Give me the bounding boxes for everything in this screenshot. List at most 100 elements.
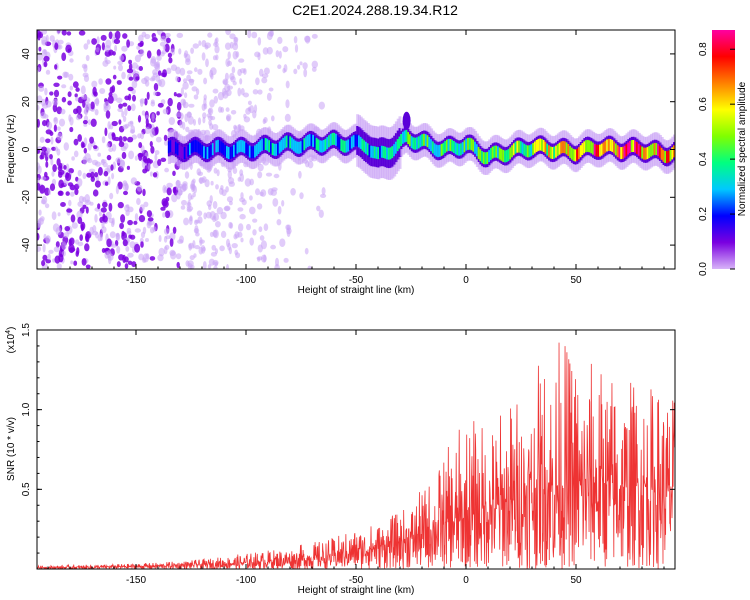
ridge-core bbox=[403, 130, 407, 143]
ridge-core bbox=[199, 143, 203, 156]
x-tick-label: 50 bbox=[570, 575, 582, 586]
noise-blob bbox=[104, 56, 108, 62]
ridge-core bbox=[196, 140, 200, 153]
ridge-core bbox=[488, 150, 492, 163]
spectrogram-x-axis-label: Height of straight line (km) bbox=[298, 285, 415, 295]
noise-blob bbox=[237, 231, 243, 238]
ridge-core bbox=[345, 140, 349, 153]
noise-blob bbox=[87, 119, 91, 126]
noise-blob bbox=[257, 171, 263, 179]
noise-blob bbox=[128, 150, 135, 160]
ridge-core bbox=[326, 137, 330, 150]
noise-blob bbox=[42, 243, 46, 253]
x-tick-label: 0 bbox=[463, 575, 469, 586]
ridge-core bbox=[512, 143, 516, 156]
noise-blob bbox=[226, 115, 231, 121]
noise-blob bbox=[228, 181, 235, 187]
noise-blob bbox=[137, 152, 144, 158]
ridge-core bbox=[250, 146, 254, 159]
noise-blob bbox=[224, 205, 231, 211]
ridge-core bbox=[238, 140, 242, 153]
snr-x-axis-label: Height of straight line (km) bbox=[298, 585, 415, 596]
ridge-core bbox=[400, 134, 404, 146]
noise-blob bbox=[37, 52, 44, 61]
noise-blob bbox=[152, 172, 158, 178]
noise-blob bbox=[152, 69, 158, 76]
noise-blob bbox=[169, 238, 174, 247]
noise-blob bbox=[147, 162, 151, 171]
noise-blob bbox=[273, 173, 280, 179]
ridge-core bbox=[433, 143, 437, 156]
noise-blob bbox=[268, 87, 274, 92]
noise-blob bbox=[198, 246, 204, 255]
ridge-core bbox=[454, 142, 458, 155]
noise-blob bbox=[263, 223, 269, 231]
ridge-core bbox=[394, 141, 398, 154]
noise-blob bbox=[162, 184, 167, 194]
noise-blob bbox=[42, 120, 47, 127]
noise-blob bbox=[93, 91, 98, 97]
ridge-core bbox=[651, 143, 655, 156]
noise-blob bbox=[195, 219, 200, 224]
noise-blob bbox=[43, 61, 48, 68]
ridge-core bbox=[562, 141, 566, 153]
noise-blob bbox=[192, 43, 199, 49]
ridge-core bbox=[636, 142, 640, 154]
noise-blob bbox=[134, 213, 139, 222]
noise-blob bbox=[105, 110, 111, 119]
noise-blob bbox=[119, 222, 124, 230]
noise-blob bbox=[129, 120, 134, 125]
noise-blob bbox=[108, 31, 113, 40]
ridge-core bbox=[558, 142, 562, 155]
noise-blob bbox=[252, 89, 259, 95]
ridge-core bbox=[548, 145, 552, 158]
noise-blob bbox=[160, 157, 167, 162]
ridge-core bbox=[363, 140, 367, 153]
noise-blob bbox=[108, 202, 113, 212]
ridge-core bbox=[273, 143, 277, 156]
noise-blob bbox=[77, 134, 82, 142]
ridge-core bbox=[509, 147, 513, 160]
ridge-core bbox=[359, 136, 363, 149]
noise-blob bbox=[39, 216, 45, 222]
noise-blob bbox=[37, 177, 40, 184]
ridge-core bbox=[447, 138, 451, 151]
ridge-core bbox=[613, 141, 617, 154]
noise-blob bbox=[143, 201, 149, 208]
noise-blob bbox=[220, 211, 227, 220]
ridge-core bbox=[310, 134, 314, 147]
ridge-core bbox=[655, 143, 659, 156]
ridge-core bbox=[440, 143, 444, 156]
ridge-core bbox=[604, 140, 608, 153]
noise-blob bbox=[117, 201, 124, 209]
noise-blob bbox=[42, 254, 48, 261]
noise-blob bbox=[44, 87, 48, 96]
noise-blob bbox=[109, 192, 114, 200]
noise-blob bbox=[54, 146, 59, 152]
noise-blob bbox=[176, 93, 183, 98]
noise-blob bbox=[104, 101, 110, 108]
noise-blob bbox=[89, 136, 94, 144]
ridge-core bbox=[379, 146, 383, 158]
noise-blob bbox=[255, 77, 260, 86]
noise-blob bbox=[227, 51, 231, 60]
ridge-core bbox=[189, 143, 192, 155]
ridge-core bbox=[386, 147, 390, 160]
noise-blob bbox=[107, 95, 114, 104]
noise-blob bbox=[82, 99, 86, 108]
ridge-core bbox=[643, 147, 647, 160]
noise-blob bbox=[265, 172, 273, 177]
ridge-core bbox=[637, 143, 641, 156]
ridge-core bbox=[671, 147, 675, 160]
noise-blob bbox=[244, 178, 252, 187]
noise-blob bbox=[235, 51, 240, 58]
ridge-core bbox=[666, 151, 669, 164]
noise-blob bbox=[130, 177, 138, 185]
noise-blob bbox=[211, 124, 219, 131]
ridge-core bbox=[169, 140, 173, 153]
noise-blob bbox=[311, 60, 318, 69]
noise-blob bbox=[90, 118, 97, 128]
ridge-core bbox=[203, 146, 207, 159]
noise-blob bbox=[271, 115, 275, 122]
ridge-core bbox=[328, 135, 332, 148]
